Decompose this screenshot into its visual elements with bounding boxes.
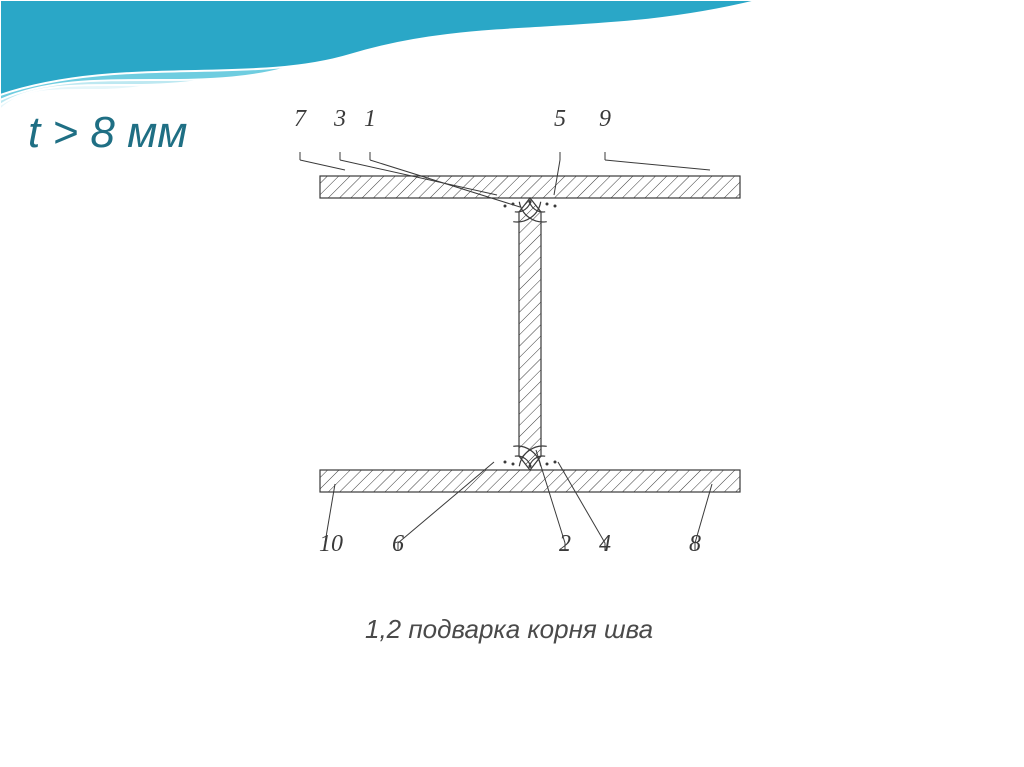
callout-label: 6 (392, 531, 404, 558)
callout-label: 3 (334, 106, 346, 133)
callout-label: 5 (554, 106, 566, 133)
callout-label: 8 (689, 531, 701, 558)
callout-label: 4 (599, 531, 611, 558)
callout-label: 7 (294, 106, 306, 133)
callout-label: 1 (364, 106, 376, 133)
wave-header (0, 0, 1024, 120)
callout-label: 2 (559, 531, 571, 558)
ibeam-diagram (280, 110, 780, 570)
callout-label: 9 (599, 106, 611, 133)
callout-label: 10 (319, 531, 343, 558)
diagram-caption: 1,2 подварка корня шва (365, 614, 653, 645)
page-title: t > 8 мм (28, 108, 187, 158)
